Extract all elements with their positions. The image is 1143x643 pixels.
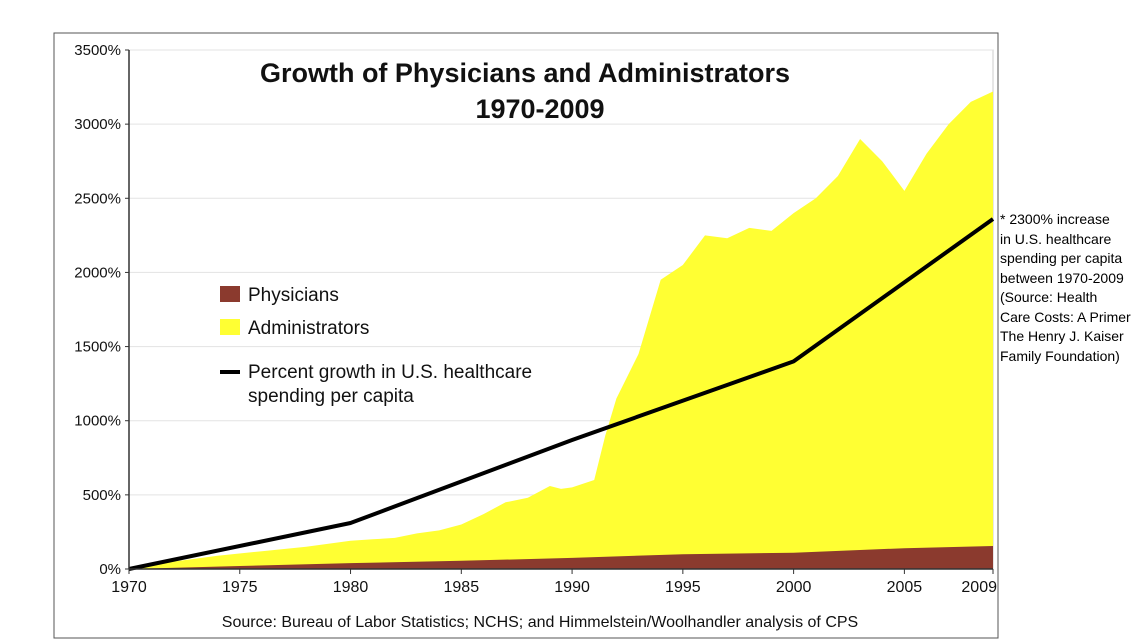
y-tick-label: 1000% bbox=[74, 413, 121, 430]
legend-label-spending-line2: spending per capita bbox=[248, 386, 414, 407]
y-tick-label: 2500% bbox=[74, 190, 121, 207]
line-healthcare-spending bbox=[128, 217, 995, 571]
x-tick-label: 1985 bbox=[444, 579, 480, 596]
y-tick-label: 0% bbox=[99, 561, 121, 578]
side-note-line: in U.S. healthcare bbox=[1000, 230, 1112, 247]
x-tick-label: 1980 bbox=[333, 579, 369, 596]
legend-label-spending-line1: Percent growth in U.S. healthcare bbox=[248, 362, 532, 383]
y-tick-label: 3000% bbox=[74, 116, 121, 133]
x-axis-ticks: 1970 1975 1980 1985 1990 1995 2000 2005 2009 bbox=[111, 569, 997, 596]
side-note: * 2300% increase in U.S. healthcare spen… bbox=[1000, 210, 1143, 366]
x-tick-label: 2009 bbox=[961, 579, 997, 596]
x-tick-label: 2005 bbox=[887, 579, 923, 596]
y-tick-label: 3500% bbox=[74, 42, 121, 59]
chart-source: Source: Bureau of Labor Statistics; NCHS… bbox=[222, 614, 858, 631]
area-administrators bbox=[129, 91, 993, 569]
chart-title-line1: Growth of Physicians and Administrators bbox=[260, 58, 790, 88]
legend: Physicians Administrators Percent growth… bbox=[220, 285, 532, 407]
side-note-line: between 1970-2009 bbox=[1000, 269, 1124, 286]
x-tick-label: 1975 bbox=[222, 579, 258, 596]
y-axis-ticks: 0% 500% 1000% 1500% 2000% 2500% 3000% 3500% bbox=[74, 42, 129, 578]
x-tick-label: 2000 bbox=[776, 579, 812, 596]
area-series bbox=[129, 91, 993, 569]
side-note-line: spending per capita bbox=[1000, 250, 1123, 266]
side-note-line: (Source: Health bbox=[1000, 289, 1098, 305]
line-series bbox=[128, 217, 995, 571]
x-tick-label: 1990 bbox=[554, 579, 590, 596]
x-tick-label: 1995 bbox=[665, 579, 701, 596]
side-note-line: Care Costs: A Primer bbox=[1000, 308, 1131, 325]
legend-swatch-physicians bbox=[220, 286, 240, 302]
axes bbox=[128, 50, 993, 570]
area-physicians bbox=[129, 546, 993, 569]
y-tick-label: 1500% bbox=[74, 339, 121, 356]
side-note-line: The Henry J. Kaiser bbox=[1000, 328, 1124, 344]
legend-label-administrators: Administrators bbox=[248, 318, 369, 339]
legend-label-physicians: Physicians bbox=[248, 285, 339, 306]
legend-swatch-administrators bbox=[220, 319, 240, 335]
side-note-line: * 2300% increase bbox=[1000, 211, 1110, 227]
side-note-line: Family Foundation) bbox=[1000, 347, 1120, 364]
x-tick-label: 1970 bbox=[111, 579, 147, 596]
y-tick-label: 2000% bbox=[74, 264, 121, 281]
y-tick-label: 500% bbox=[83, 487, 121, 504]
chart-title-line2: 1970-2009 bbox=[475, 94, 604, 124]
